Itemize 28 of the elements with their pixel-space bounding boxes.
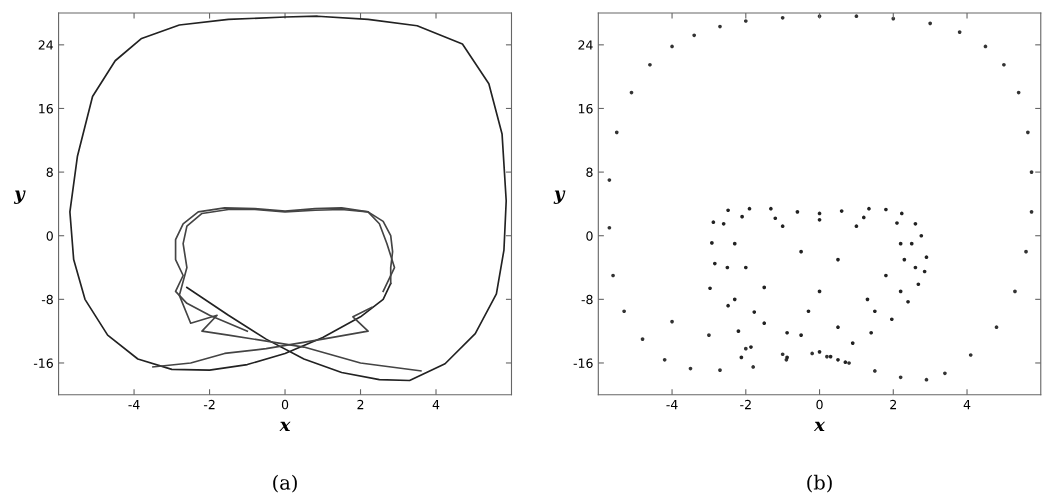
x-axis-title: x	[813, 421, 826, 432]
y-axis-title: y	[13, 190, 26, 204]
y-tick-label: -8	[581, 294, 593, 305]
x-tick-label: 2	[890, 399, 897, 410]
x-axis-title: x	[279, 421, 291, 432]
text: (b)	[807, 474, 832, 493]
x-tick-label: 0	[281, 399, 289, 410]
x-tick-label: -4	[666, 400, 678, 410]
y-tick-label: 16	[578, 103, 593, 114]
x-tick-label: 4	[432, 400, 440, 410]
y-tick-label: 24	[38, 40, 54, 50]
y-tick-label: 8	[586, 167, 593, 178]
y-axis-title: y	[553, 190, 566, 204]
y-tick-label: 0	[46, 231, 53, 241]
y-tick-label: -8	[41, 294, 53, 305]
text: (a)	[273, 474, 297, 493]
y-tick-label: 0	[586, 231, 593, 241]
x-tick-label: -2	[203, 399, 215, 410]
y-tick-label: -16	[33, 358, 53, 368]
y-tick-label: 8	[46, 167, 53, 178]
x-tick-label: 2	[357, 399, 364, 410]
x-tick-label: 0	[816, 399, 823, 410]
y-tick-label: -16	[573, 358, 593, 368]
y-tick-label: 16	[39, 103, 53, 114]
x-tick-label: -4	[128, 400, 140, 410]
y-tick-label: 24	[578, 40, 593, 50]
x-tick-label: 4	[963, 400, 971, 410]
x-tick-label: -2	[740, 399, 751, 410]
